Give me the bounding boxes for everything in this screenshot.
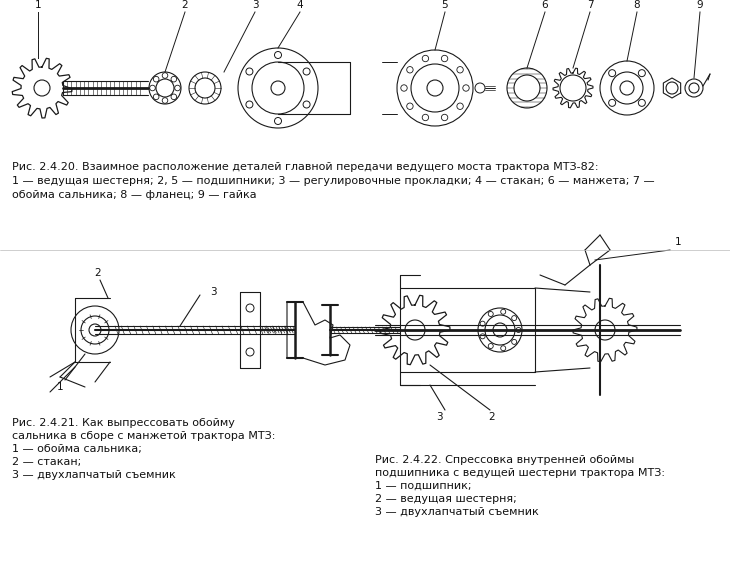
Text: 9: 9 xyxy=(696,0,703,10)
Text: 1 — подшипник;: 1 — подшипник; xyxy=(375,481,472,491)
Text: 1: 1 xyxy=(56,382,63,392)
Text: 1: 1 xyxy=(675,237,682,247)
Text: 7: 7 xyxy=(587,0,593,10)
Text: 1 — ведущая шестерня; 2, 5 — подшипники; 3 — регулировочные прокладки; 4 — стака: 1 — ведущая шестерня; 2, 5 — подшипники;… xyxy=(12,176,655,186)
Text: 1: 1 xyxy=(35,0,42,10)
Text: 2 — стакан;: 2 — стакан; xyxy=(12,457,81,467)
Text: 5: 5 xyxy=(442,0,448,10)
Text: 1 — обойма сальника;: 1 — обойма сальника; xyxy=(12,444,142,454)
Text: 6: 6 xyxy=(542,0,548,10)
Text: 2 — ведущая шестерня;: 2 — ведущая шестерня; xyxy=(375,494,517,504)
Text: Рис. 2.4.20. Взаимное расположение деталей главной передачи ведущего моста тракт: Рис. 2.4.20. Взаимное расположение детал… xyxy=(12,162,599,172)
Text: 3 — двухлапчатый съемник: 3 — двухлапчатый съемник xyxy=(12,470,176,480)
Text: 2: 2 xyxy=(488,412,496,422)
Text: сальника в сборе с манжетой трактора МТЗ:: сальника в сборе с манжетой трактора МТЗ… xyxy=(12,431,275,441)
Text: 2: 2 xyxy=(182,0,188,10)
Text: Рис. 2.4.21. Как выпрессовать обойму: Рис. 2.4.21. Как выпрессовать обойму xyxy=(12,418,235,428)
Text: обойма сальника; 8 — фланец; 9 — гайка: обойма сальника; 8 — фланец; 9 — гайка xyxy=(12,190,257,200)
Text: 4: 4 xyxy=(296,0,303,10)
Text: 3: 3 xyxy=(252,0,258,10)
Text: 8: 8 xyxy=(634,0,640,10)
Text: 3: 3 xyxy=(210,287,217,297)
Text: 3: 3 xyxy=(437,412,443,422)
Text: 2: 2 xyxy=(95,268,101,278)
Text: Рис. 2.4.22. Спрессовка внутренней обоймы: Рис. 2.4.22. Спрессовка внутренней обойм… xyxy=(375,455,634,465)
Text: 3 — двухлапчатый съемник: 3 — двухлапчатый съемник xyxy=(375,507,539,517)
Text: подшипника с ведущей шестерни трактора МТЗ:: подшипника с ведущей шестерни трактора М… xyxy=(375,468,665,478)
